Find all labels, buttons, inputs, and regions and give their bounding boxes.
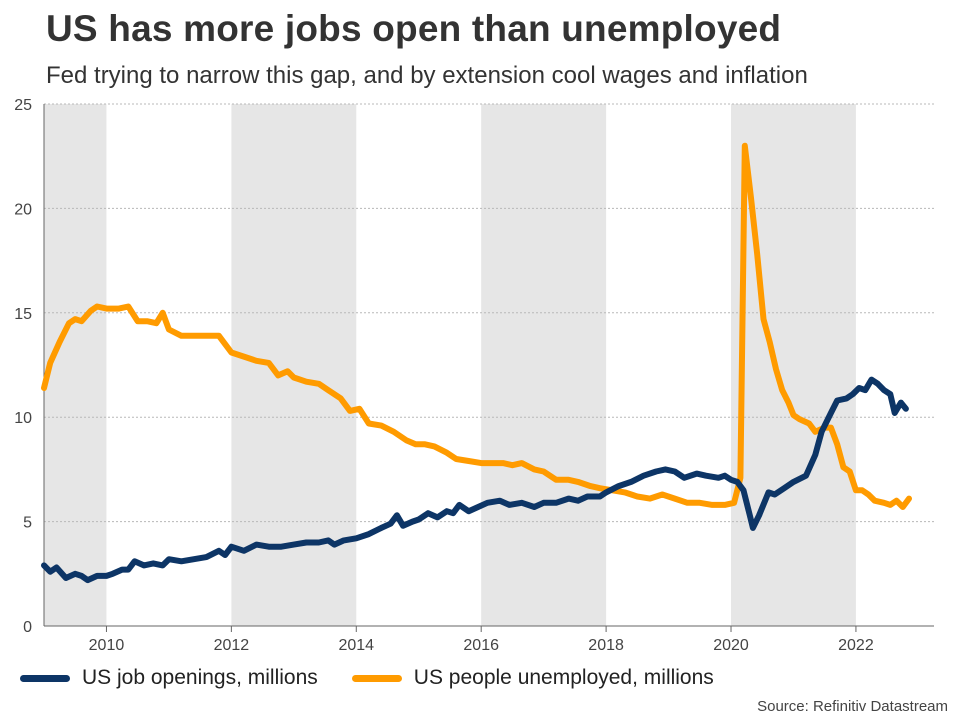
x-tick-label-2014: 2014 [338,637,374,654]
chart-title: US has more jobs open than unemployed [46,8,782,49]
legend-swatch-openings [20,674,70,682]
gridlines [44,103,934,523]
y-tick-label-0: 0 [23,619,32,636]
legend-swatch-unemployed [351,674,402,682]
x-tick-label-2012: 2012 [214,637,250,654]
chart-subtitle: Fed trying to narrow this gap, and by ex… [46,62,808,89]
x-tick-label-2018: 2018 [588,637,624,654]
series-line-unemployed [41,142,912,510]
source-note: Source: Refinitiv Datastream [757,698,948,715]
y-tick-label-15: 15 [14,306,32,323]
legend-label-openings: US job openings, millions [82,666,318,689]
legend-item-unemployed: US people unemployed, millions [351,666,714,690]
legend-item-openings: US job openings, millions [20,666,318,690]
shaded-band-0 [44,104,107,626]
shaded-band-1 [231,104,357,626]
y-tick-label-5: 5 [23,515,32,532]
series-lines [41,142,912,584]
legend: US job openings, millions US people unem… [20,666,748,690]
x-tick-label-2020: 2020 [713,637,749,654]
x-tick-label-2016: 2016 [463,637,499,654]
series-line-openings [41,376,909,584]
y-tick-label-10: 10 [14,410,32,427]
legend-label-unemployed: US people unemployed, millions [413,666,714,689]
x-tick-label-2010: 2010 [89,637,125,654]
y-tick-label-20: 20 [14,201,32,218]
y-tick-label-25: 25 [14,97,32,114]
shaded-bands [44,104,856,626]
x-tick-label-2022: 2022 [838,637,874,654]
shaded-band-2 [481,104,607,626]
axes: 0 5 10 15 20 25 2010 2012 2014 2016 2018 2020 2022 [14,97,934,654]
